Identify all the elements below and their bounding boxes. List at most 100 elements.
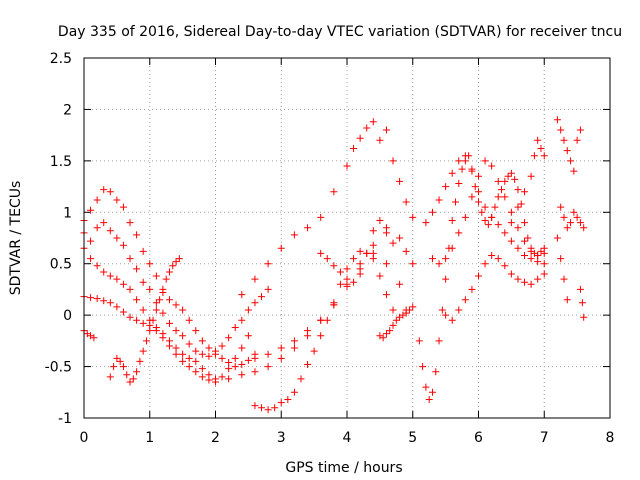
data-point — [363, 124, 371, 132]
grid-lines — [84, 58, 610, 418]
data-point — [580, 224, 588, 232]
data-point — [172, 301, 180, 309]
data-point — [277, 244, 285, 252]
data-point — [557, 203, 565, 211]
x-tick-label: 2 — [211, 430, 220, 446]
data-point — [258, 404, 266, 412]
data-point — [484, 221, 492, 229]
data-point — [205, 344, 213, 352]
data-point — [382, 224, 390, 232]
data-point — [119, 363, 127, 371]
data-point — [488, 213, 496, 221]
data-point — [169, 262, 177, 270]
data-point — [402, 247, 410, 255]
data-point — [264, 285, 272, 293]
data-point — [392, 316, 400, 324]
data-point — [336, 280, 344, 288]
data-point — [139, 306, 147, 314]
data-point — [116, 357, 124, 365]
data-point — [100, 297, 108, 305]
data-point — [304, 327, 312, 335]
data-point — [521, 251, 529, 259]
data-point — [119, 308, 127, 316]
data-point — [521, 219, 529, 227]
data-point — [504, 172, 512, 180]
data-point — [573, 213, 581, 221]
data-point — [205, 352, 213, 360]
data-point — [343, 265, 351, 273]
data-point — [379, 334, 387, 342]
data-point — [461, 296, 469, 304]
data-point — [175, 255, 183, 263]
series-sat-10 — [317, 217, 397, 286]
data-point — [264, 260, 272, 268]
data-point — [448, 316, 456, 324]
data-point — [317, 249, 325, 257]
data-point — [369, 227, 377, 235]
data-point — [165, 268, 173, 276]
data-point — [507, 270, 515, 278]
y-tick-label: 0.5 — [50, 257, 72, 273]
data-point — [389, 321, 397, 329]
data-point — [386, 327, 394, 335]
data-point — [438, 306, 446, 314]
data-point — [376, 136, 384, 144]
data-point — [126, 255, 134, 263]
data-point — [317, 316, 325, 324]
data-point — [428, 255, 436, 263]
data-point — [100, 186, 108, 194]
data-point — [560, 275, 568, 283]
data-point — [133, 296, 141, 304]
data-point — [185, 363, 193, 371]
data-point — [488, 162, 496, 170]
data-point — [442, 183, 450, 191]
data-point — [192, 357, 200, 365]
data-point — [507, 219, 515, 227]
data-point — [501, 229, 509, 237]
data-point — [185, 340, 193, 348]
series-sat-20 — [576, 285, 588, 321]
x-tick-label: 5 — [408, 430, 417, 446]
data-point — [382, 291, 390, 299]
data-point — [152, 272, 160, 280]
data-point — [142, 337, 150, 345]
data-point — [330, 188, 338, 196]
data-point — [530, 152, 538, 160]
series-sat-17 — [553, 116, 584, 175]
data-point — [218, 342, 226, 350]
data-point — [336, 268, 344, 276]
data-point — [369, 118, 377, 126]
x-tick-label: 7 — [540, 430, 549, 446]
data-point — [93, 224, 101, 232]
data-point — [501, 262, 509, 270]
data-point — [442, 255, 450, 263]
data-point — [165, 319, 173, 327]
data-point — [521, 237, 529, 245]
data-point — [409, 303, 417, 311]
data-point — [481, 203, 489, 211]
data-point — [570, 167, 578, 175]
data-point — [172, 327, 180, 335]
data-point — [415, 337, 423, 345]
data-point — [491, 203, 499, 211]
data-point — [192, 368, 200, 376]
data-point — [428, 388, 436, 396]
data-point — [527, 280, 535, 288]
data-point — [389, 157, 397, 165]
data-point — [481, 157, 489, 165]
data-point — [126, 285, 134, 293]
data-point — [382, 126, 390, 134]
data-point — [468, 285, 476, 293]
data-point — [428, 208, 436, 216]
data-point — [435, 260, 443, 268]
y-axis-label: SDTVAR / TECUs — [8, 181, 24, 296]
data-point — [119, 203, 127, 211]
data-point — [455, 229, 463, 237]
y-tick-label: 2.5 — [50, 51, 72, 67]
data-point — [251, 402, 259, 410]
data-point — [455, 157, 463, 165]
data-point — [468, 167, 476, 175]
data-point — [389, 239, 397, 247]
data-point — [494, 255, 502, 263]
data-point — [442, 275, 450, 283]
